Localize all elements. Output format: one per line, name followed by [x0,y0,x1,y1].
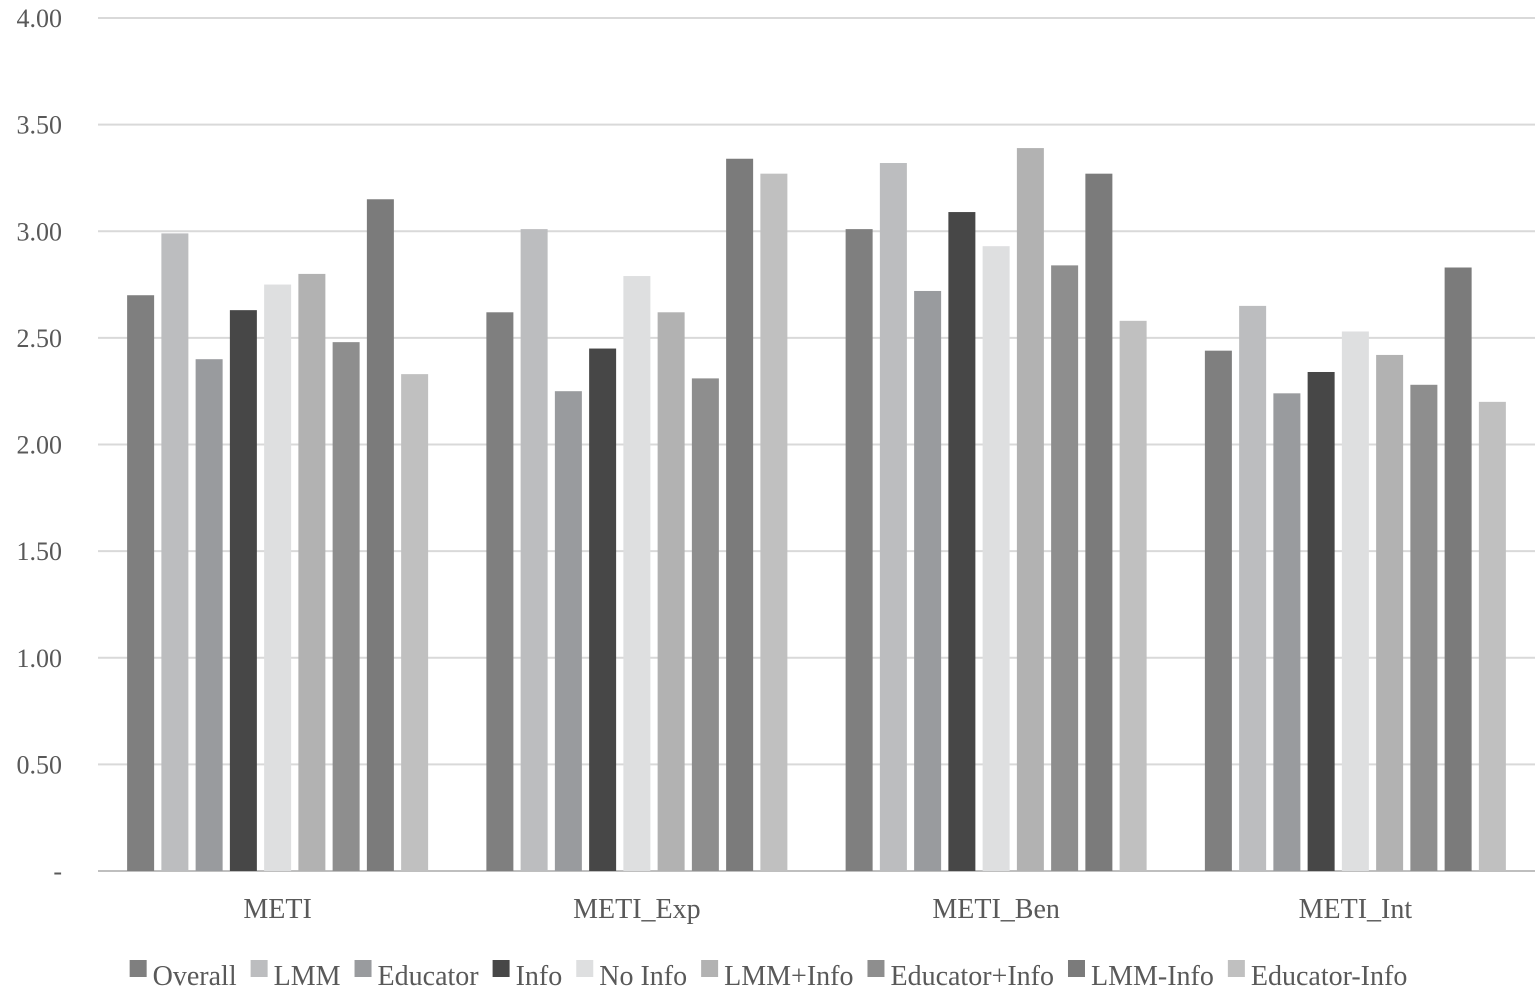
bar-educator-info-meti-ben [1119,320,1147,871]
legend-label: Educator-Info [1251,961,1407,992]
x-axis-ticks: METI METI_Exp METI_Ben METI_Int [243,894,1412,925]
bar-lmm-meti-exp [520,229,548,871]
bar-overall-meti-ben [845,229,873,871]
y-tick-label: 0.50 [17,750,63,779]
bar-lmm-meti-int [1239,305,1267,871]
legend-label: No Info [599,961,687,992]
bar-lmm-meti [161,233,189,871]
legend-swatch [354,960,372,977]
bar-educator-meti-exp [554,391,582,871]
legend-item-educator-info: Educator-Info [1227,960,1407,992]
y-tick-label: 3.50 [17,111,63,140]
legend-label: Overall [153,961,237,992]
x-tick-label: METI_Exp [573,894,701,925]
bar-educator-info-meti-ben [1051,265,1079,871]
bar-no-info-meti-ben [982,246,1010,872]
bar-info-meti-int [1307,371,1335,871]
bar-lmm-info-meti-ben [1016,148,1044,871]
legend-item-lmm: LMM [250,960,341,992]
legend-item-educator-info: Educator+Info [867,960,1054,992]
legend-swatch [250,960,268,977]
legend-label: LMM+Info [724,961,853,992]
bar-educator-info-meti [401,374,429,871]
legend-swatch [492,960,510,977]
legend-item-overall: Overall [129,960,237,992]
legend-label: LMM-Info [1091,961,1214,992]
y-tick-label: 3.00 [17,217,63,246]
bar-educator-meti-int [1273,393,1301,871]
bar-educator-meti [195,359,223,871]
bar-educator-info-meti-int [1410,384,1438,871]
legend-label: LMM [274,961,341,992]
legend-item-lmm-info: LMM+Info [701,960,853,992]
legend-item-lmm-info: LMM-Info [1067,960,1214,992]
bar-lmm-info-meti-int [1376,354,1404,871]
legend-swatch [129,960,147,977]
bar-lmm-info-meti-exp [657,312,685,871]
x-tick-label: METI_Ben [932,894,1060,925]
bar-educator-info-meti-exp [760,173,788,872]
bar-lmm-meti-ben [879,163,907,871]
bar-educator-info-meti [332,342,360,871]
bar-info-meti-exp [589,348,617,872]
legend-swatch [867,960,885,977]
x-tick-label: METI_Int [1299,894,1413,925]
bars [127,148,1506,872]
bar-no-info-meti-int [1341,331,1369,871]
bar-lmm-info-meti [366,199,394,871]
legend-label: Educator+Info [890,961,1054,992]
y-tick-label: 2.00 [17,431,63,460]
legend-label: Educator [378,961,480,992]
bar-educator-info-meti-int [1478,401,1506,871]
bar-overall-meti-int [1204,350,1232,871]
legend-item-no-info: No Info [576,960,687,992]
bar-info-meti [229,310,257,872]
legend: Overall LMM Educator Info No Info LMM+Info Edu… [129,960,1407,992]
y-tick-label: 1.00 [17,644,63,673]
y-axis-ticks: - 0.50 1.00 1.50 2.00 2.50 3.00 3.50 4.00 [17,4,63,886]
bar-no-info-meti-exp [623,276,651,872]
legend-label: Info [516,961,563,992]
legend-swatch [576,960,594,977]
x-tick-label: METI [243,894,311,925]
bar-lmm-info-meti-ben [1085,173,1113,872]
bar-info-meti-ben [948,212,976,871]
bar-no-info-meti [264,284,292,871]
legend-swatch [1067,960,1085,977]
y-tick-label: 1.50 [17,537,63,566]
legend-item-educator: Educator [354,960,480,992]
y-tick-label: 2.50 [17,324,63,353]
y-tick-label: 4.00 [17,4,63,33]
bar-lmm-info-meti-int [1444,267,1472,871]
legend-swatch [1227,960,1245,977]
bar-educator-info-meti-exp [691,378,719,871]
bar-educator-meti-ben [914,290,942,872]
y-tick-label: - [53,857,62,886]
bar-overall-meti-exp [486,312,514,871]
bar-lmm-info-meti [298,273,326,871]
bar-lmm-info-meti-exp [726,158,754,871]
legend-swatch [701,960,719,977]
bar-overall-meti [127,295,155,872]
legend-item-info: Info [492,960,563,992]
